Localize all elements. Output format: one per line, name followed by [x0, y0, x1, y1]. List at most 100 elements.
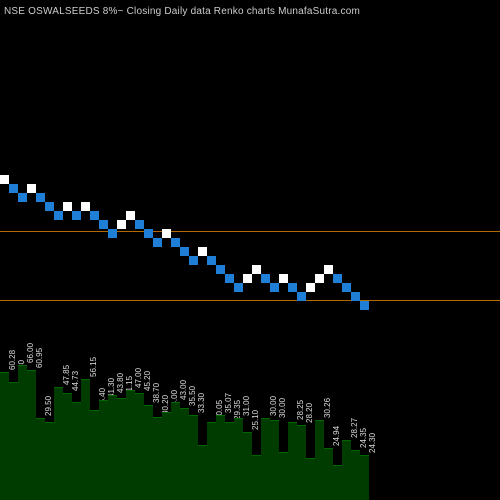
renko-brick-up: [243, 274, 252, 283]
volume-bar: [243, 432, 252, 500]
renko-brick-up: [324, 265, 333, 274]
volume-bar: [36, 418, 45, 500]
volume-bar: [261, 418, 270, 500]
volume-label: 25.10: [251, 410, 260, 430]
volume-label: 47.85: [62, 365, 71, 385]
renko-brick-up: [0, 175, 9, 184]
volume-label: 35.07: [224, 393, 233, 413]
volume-label: 24.94: [332, 426, 341, 446]
volume-bar: [72, 402, 81, 500]
volume-bar: [171, 402, 180, 500]
renko-chart-area: 60.2852.8066.0060.9529.5026.7247.8544.73…: [0, 0, 500, 500]
renko-brick-up: [198, 247, 207, 256]
volume-label: 56.15: [89, 357, 98, 377]
horizontal-gridline: [0, 300, 500, 301]
volume-label: 28.20: [305, 403, 314, 423]
renko-brick-up: [81, 202, 90, 211]
volume-label: 24.30: [368, 433, 377, 453]
renko-brick-down: [225, 274, 234, 283]
renko-brick-down: [135, 220, 144, 229]
volume-label: 38.70: [152, 383, 161, 403]
renko-brick-up: [252, 265, 261, 274]
volume-bar: [153, 417, 162, 500]
renko-brick-down: [144, 229, 153, 238]
volume-bar: [225, 422, 234, 500]
renko-brick-down: [270, 283, 279, 292]
renko-brick-down: [153, 238, 162, 247]
volume-label: 60.28: [8, 350, 17, 370]
renko-brick-up: [315, 274, 324, 283]
volume-bar: [81, 379, 90, 500]
renko-brick-down: [45, 202, 54, 211]
volume-bar: [342, 440, 351, 500]
volume-label: 29.35: [233, 400, 242, 420]
volume-label: 24.35: [359, 428, 368, 448]
volume-label: 29.50: [44, 396, 53, 416]
volume-bar: [90, 410, 99, 500]
volume-bar: [360, 455, 369, 500]
volume-label: 33.30: [197, 393, 206, 413]
renko-brick-down: [108, 229, 117, 238]
volume-bar: [135, 393, 144, 500]
volume-label: 45.20: [143, 371, 152, 391]
renko-brick-down: [342, 283, 351, 292]
renko-brick-up: [63, 202, 72, 211]
volume-bar: [216, 415, 225, 500]
volume-bar: [54, 387, 63, 500]
renko-brick-down: [360, 301, 369, 310]
volume-bar: [333, 465, 342, 500]
volume-label: 43.00: [179, 380, 188, 400]
renko-brick-up: [117, 220, 126, 229]
volume-label: 30.00: [278, 398, 287, 418]
volume-label: 30.00: [269, 396, 278, 416]
renko-brick-up: [162, 229, 171, 238]
volume-bar: [297, 425, 306, 500]
volume-bar: [108, 395, 117, 500]
volume-label: 60.95: [35, 348, 44, 368]
volume-bar: [288, 422, 297, 500]
volume-label: 66.00: [26, 343, 35, 363]
volume-bar: [351, 450, 360, 500]
volume-bar: [0, 372, 9, 500]
renko-brick-down: [288, 283, 297, 292]
renko-brick-up: [306, 283, 315, 292]
volume-bar: [207, 422, 216, 500]
renko-brick-down: [261, 274, 270, 283]
volume-bar: [99, 400, 108, 500]
volume-bar: [9, 382, 18, 500]
volume-label: 44.73: [71, 371, 80, 391]
volume-bar: [279, 452, 288, 500]
volume-bar: [306, 458, 315, 500]
volume-bar: [144, 405, 153, 500]
volume-label: 28.27: [350, 418, 359, 438]
renko-brick-down: [36, 193, 45, 202]
renko-brick-down: [234, 283, 243, 292]
volume-label: 31.00: [242, 396, 251, 416]
volume-bar: [117, 398, 126, 500]
volume-bar: [162, 412, 171, 500]
volume-bar: [252, 455, 261, 500]
renko-brick-down: [333, 274, 342, 283]
renko-brick-down: [180, 247, 189, 256]
renko-brick-down: [297, 292, 306, 301]
renko-brick-down: [189, 256, 198, 265]
volume-bar: [126, 390, 135, 500]
volume-bar: [324, 448, 333, 500]
renko-brick-up: [27, 184, 36, 193]
volume-label: 28.25: [296, 400, 305, 420]
renko-brick-down: [18, 193, 27, 202]
renko-brick-down: [351, 292, 360, 301]
volume-area: 60.2852.8066.0060.9529.5026.7247.8544.73…: [0, 365, 500, 500]
renko-brick-down: [99, 220, 108, 229]
volume-label: 43.80: [116, 373, 125, 393]
volume-label: 35.50: [188, 386, 197, 406]
renko-brick-down: [72, 211, 81, 220]
volume-bar: [45, 422, 54, 500]
volume-bar: [18, 365, 27, 500]
renko-brick-up: [279, 274, 288, 283]
volume-label: 47.00: [134, 368, 143, 388]
renko-brick-down: [9, 184, 18, 193]
volume-bar: [315, 420, 324, 500]
horizontal-gridline: [0, 231, 500, 232]
renko-brick-down: [54, 211, 63, 220]
